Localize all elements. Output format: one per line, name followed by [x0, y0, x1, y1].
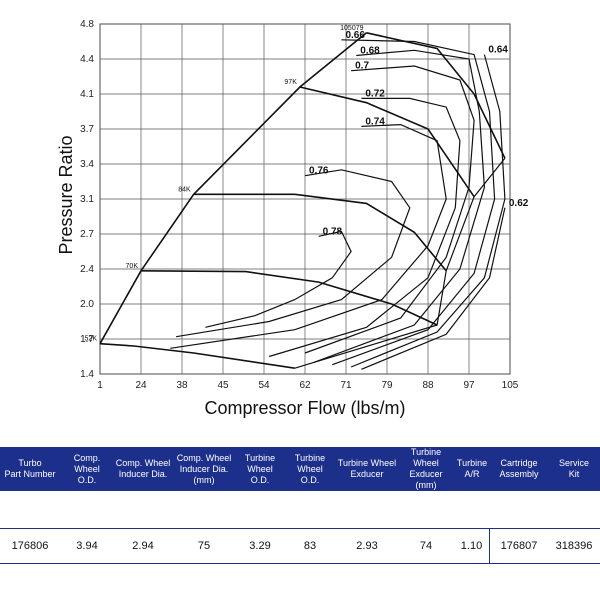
efficiency-label: 0.76	[309, 166, 329, 177]
choke-line	[294, 157, 506, 369]
y-tick-label: 4.8	[80, 19, 94, 30]
spec-header-cell: Comp. Wheel Inducer Dia.	[114, 447, 172, 491]
x-tick-label: 105	[502, 380, 519, 391]
efficiency-islands: 0.78 0.76 0.74 0.72 0.7 0.68 0.66 0.64 0.62	[170, 30, 529, 370]
x-tick-label: 62	[299, 380, 311, 391]
spec-table-header: Turbo Part Number Comp. Wheel O.D. Comp. Whe…	[0, 447, 600, 491]
spec-header-cell: Turbine Wheel O.D.	[284, 447, 336, 491]
y-tick-label: 1.4	[80, 369, 94, 380]
x-tick-label: 45	[217, 380, 229, 391]
spec-header-cell: Comp. Wheel O.D.	[60, 447, 114, 491]
spec-header-cell: Turbine Wheel O.D.	[236, 447, 284, 491]
efficiency-island-1	[176, 169, 411, 338]
speed-line-label: 52K	[85, 336, 98, 343]
efficiency-label: 0.66	[345, 30, 365, 41]
speed-line-label: 97K	[284, 79, 297, 86]
efficiency-island-0	[205, 230, 352, 328]
efficiency-island-2	[170, 123, 447, 349]
spec-value-cell: 2.94	[132, 540, 154, 552]
spec-header-cell: Cartridge Assembly	[490, 447, 548, 491]
spec-header-text: Turbine Wheel Exducer (mm)	[409, 447, 443, 490]
efficiency-island-3	[268, 97, 461, 358]
surge-line	[99, 32, 368, 345]
efficiency-label: 0.7	[355, 61, 369, 72]
y-axis-title: Pressure Ratio	[56, 135, 76, 254]
spec-header-text: Service Kit	[558, 458, 589, 479]
y-tick-label: 1.7	[80, 334, 94, 345]
spec-header-cell: Turbine Wheel Exducer (mm)	[398, 447, 454, 491]
spec-value-cell: 75	[197, 540, 211, 552]
speed-line-3	[299, 86, 475, 198]
spec-header-text: Turbine Wheel O.D.	[244, 452, 276, 485]
y-tick-label: 3.4	[80, 159, 94, 170]
spec-table-row: 176806 3.94 2.94 75 3.29 83 2.93 74 1.10 176807 31…	[0, 528, 600, 564]
chart-grid	[99, 23, 511, 375]
spec-value-cell: 83	[303, 540, 317, 552]
efficiency-island-4	[304, 65, 475, 354]
x-tick-label: 71	[340, 380, 352, 391]
efficiency-label: 0.64	[488, 45, 508, 56]
speed-line-0	[99, 342, 295, 369]
efficiency-island-7	[350, 54, 506, 368]
spec-header-text: Cartridge Assembly	[499, 458, 539, 479]
spec-header-cell: Service Kit	[548, 447, 600, 491]
y-tick-label: 2.0	[80, 299, 94, 310]
spec-header-cell: Comp. Wheel Inducer Dia. (mm)	[172, 447, 236, 491]
efficiency-label: 0.78	[323, 226, 343, 237]
spec-header-cell: Turbine Wheel Exducer	[336, 447, 398, 491]
spec-header-cell: Turbine A/R	[454, 447, 490, 491]
y-tick-label: 2.7	[80, 229, 94, 240]
x-tick-label: 24	[135, 380, 147, 391]
y-tick-label: 2.4	[80, 264, 94, 275]
spec-value-cell: 2.93	[356, 540, 378, 552]
efficiency-island-5	[313, 49, 486, 363]
spec-header-text: Turbine Wheel Exducer	[337, 458, 397, 479]
y-tick-label: 3.7	[80, 124, 94, 135]
speed-lines: 52K 70K 84K 97K 105079	[85, 25, 506, 369]
speed-line-label: 105079	[340, 25, 363, 32]
x-axis-title: Compressor Flow (lbs/m)	[204, 398, 405, 418]
x-tick-label: 38	[176, 380, 188, 391]
y-tick-label: 4.1	[80, 89, 94, 100]
efficiency-label: 0.68	[360, 46, 380, 57]
efficiency-island-8	[361, 207, 506, 370]
speed-line-2	[193, 193, 447, 272]
spec-value-cell: 176806	[11, 540, 49, 552]
efficiency-label: 0.72	[365, 88, 385, 99]
y-tick-labels: 1.4 1.7 2.0 2.4 2.7 3.1 3.4 3.7 4.1 4.4 4.8	[80, 19, 94, 380]
spec-header-text: Comp. Wheel Inducer Dia. (mm)	[176, 452, 232, 485]
x-tick-label: 88	[422, 380, 434, 391]
spec-header-text: Turbine Wheel O.D.	[294, 452, 326, 485]
efficiency-island-6	[332, 39, 496, 366]
spec-value-cell: 3.94	[76, 540, 98, 552]
y-tick-label: 4.4	[80, 54, 94, 65]
spec-value-cell: 318396	[555, 540, 593, 552]
x-tick-label: 97	[463, 380, 475, 391]
speed-line-label: 84K	[178, 186, 191, 193]
spec-value-cell: 176807	[500, 540, 538, 552]
x-tick-label: 1	[97, 380, 103, 391]
spec-header-text: Turbine A/R	[456, 458, 488, 479]
spec-header-text: Comp. Wheel O.D.	[73, 452, 101, 485]
y-tick-label: 3.1	[80, 194, 94, 205]
spec-value-cell: 3.29	[249, 540, 271, 552]
spec-value-cell: 1.10	[454, 529, 490, 563]
speed-line-1	[140, 270, 438, 326]
speed-line-label: 70K	[126, 263, 139, 270]
efficiency-label: 0.62	[509, 198, 529, 209]
spec-header-text: Turbo Part Number	[4, 458, 56, 479]
spec-value-cell: 74	[419, 540, 433, 552]
efficiency-label: 0.74	[365, 116, 385, 127]
spec-header-cell: Turbo Part Number	[0, 447, 60, 491]
x-tick-labels: 1 24 38 45 54 62 71 79 88 97 105	[97, 380, 519, 391]
x-tick-label: 79	[381, 380, 393, 391]
x-tick-label: 54	[258, 380, 270, 391]
spec-header-text: Comp. Wheel Inducer Dia.	[115, 458, 171, 479]
